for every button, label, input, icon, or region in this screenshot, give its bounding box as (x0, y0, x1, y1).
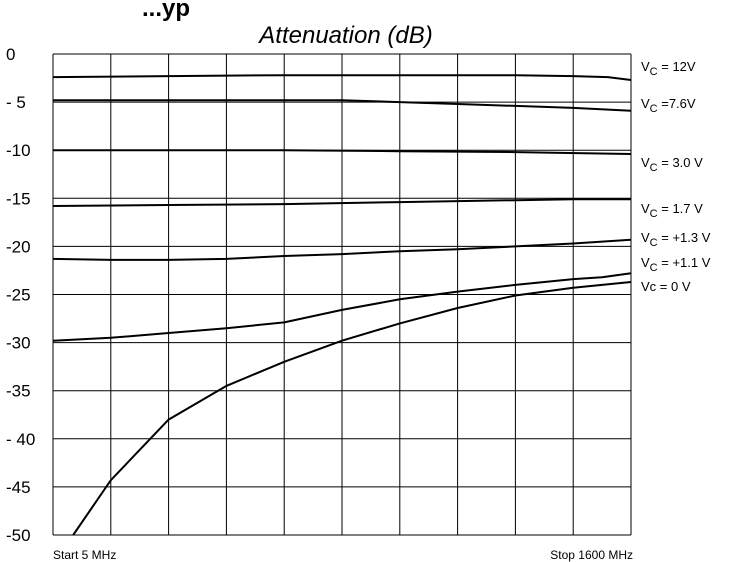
y-tick-label: -35 (6, 382, 31, 401)
series-line (52, 74, 632, 81)
y-tick-label: - 5 (6, 93, 26, 112)
x-start-label: Start 5 MHz (53, 548, 116, 562)
plot-grid (52, 53, 632, 536)
series-line (52, 238, 632, 261)
heading-fragment: ...yp (142, 0, 190, 22)
y-tick-label: -15 (6, 189, 31, 208)
series-label: VC = +1.1 V (641, 255, 711, 274)
chart-title: Attenuation (dB) (257, 22, 432, 49)
series-label: VC =7.6V (641, 96, 696, 115)
y-tick-label: - 40 (6, 430, 35, 449)
series-label: VC = +1.3 V (641, 230, 711, 249)
y-axis-ticks: 0 - 5 -10 -15 -20 -25 -30 -35 - 40 -45 -50 (6, 45, 35, 545)
y-tick-label: -10 (6, 141, 31, 160)
series-line (53, 99, 632, 112)
series-label: Vc = 0 V (641, 279, 691, 294)
series-labels: VC = 12V VC =7.6V VC = 3.0 V VC = 1.7 V VC =… (641, 59, 711, 294)
series-line (52, 198, 631, 207)
series-label: VC = 12V (641, 59, 696, 78)
series-line (53, 149, 632, 155)
series-label: VC = 3.0 V (641, 155, 703, 174)
y-tick-label: -30 (6, 334, 31, 353)
series-curves (52, 74, 632, 536)
series-line (72, 281, 632, 536)
y-tick-label: 0 (6, 45, 15, 64)
series-line (52, 272, 632, 342)
y-tick-label: -50 (6, 526, 31, 545)
y-tick-label: -20 (6, 237, 31, 256)
series-label: VC = 1.7 V (641, 201, 703, 220)
y-tick-label: -25 (6, 286, 31, 305)
x-stop-label: Stop 1600 MHz (550, 548, 633, 562)
y-tick-label: -45 (6, 478, 31, 497)
